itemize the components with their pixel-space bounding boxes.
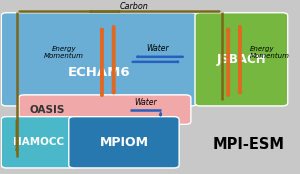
FancyBboxPatch shape — [1, 13, 197, 106]
FancyBboxPatch shape — [195, 13, 288, 106]
FancyBboxPatch shape — [19, 95, 191, 124]
Text: JSBACH: JSBACH — [217, 53, 266, 66]
Text: ECHAM6: ECHAM6 — [68, 66, 130, 79]
Text: Carbon: Carbon — [120, 2, 149, 11]
FancyBboxPatch shape — [1, 117, 76, 168]
Text: Water: Water — [134, 98, 157, 107]
Text: HAMOCC: HAMOCC — [13, 137, 64, 147]
Text: Energy
Momentum: Energy Momentum — [250, 46, 290, 59]
Text: OASIS: OASIS — [30, 105, 65, 115]
FancyBboxPatch shape — [69, 117, 179, 168]
Text: Water: Water — [146, 44, 169, 53]
Text: MPIOM: MPIOM — [100, 136, 148, 149]
Text: Energy
Momentum: Energy Momentum — [44, 46, 84, 59]
Text: MPI-ESM: MPI-ESM — [213, 137, 285, 152]
